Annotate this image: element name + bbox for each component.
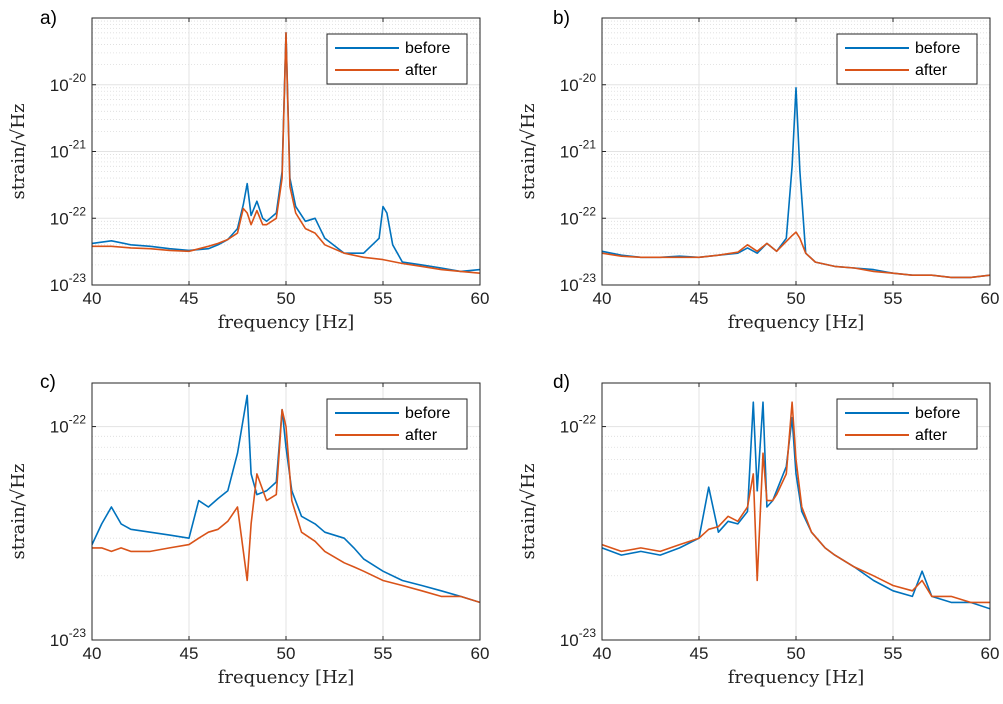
- chart-panel: 40 45 50 55 60 10-23 10-22 10-21 10-20 frequency …: [8, 8, 489, 333]
- x-axis-title: frequency [Hz]: [218, 312, 354, 333]
- x-tick-label: 60: [981, 289, 1000, 308]
- y-axis-title: strain/√Hz: [518, 104, 539, 200]
- x-tick-label: 40: [593, 289, 612, 308]
- x-tick-label: 60: [471, 289, 490, 308]
- chart-panel: 40 45 50 55 60 10-23 10-22 frequency [Hz] strain…: [518, 372, 999, 688]
- y-tick-label: 10-21: [50, 138, 87, 162]
- series-line-after: [92, 31, 480, 274]
- legend-label-after: after: [915, 427, 948, 444]
- x-tick-label: 50: [277, 644, 296, 663]
- legend-label-after: after: [405, 62, 438, 79]
- x-tick-label: 55: [884, 644, 903, 663]
- y-tick-label: 10-20: [50, 71, 87, 95]
- y-tick-label: 10-21: [560, 138, 597, 162]
- x-tick-label: 45: [180, 289, 199, 308]
- series-line-after: [602, 231, 990, 279]
- legend: before after: [836, 33, 978, 85]
- x-axis-title: frequency [Hz]: [728, 667, 864, 688]
- series-line-after: [602, 401, 990, 604]
- x-tick-label: 60: [981, 644, 1000, 663]
- x-tick-label: 55: [884, 289, 903, 308]
- x-axis-title: frequency [Hz]: [218, 667, 354, 688]
- x-axis-title: frequency [Hz]: [728, 312, 864, 333]
- legend-label-after: after: [405, 427, 438, 444]
- y-tick-label: 10-23: [560, 271, 597, 295]
- legend-label-after: after: [915, 62, 948, 79]
- x-tick-label: 50: [277, 289, 296, 308]
- legend-box: [836, 33, 978, 85]
- y-axis-title: strain/√Hz: [8, 464, 29, 560]
- series-line-before: [602, 401, 990, 610]
- chart-panel: 40 45 50 55 60 10-23 10-22 frequency [Hz] strain…: [8, 372, 489, 688]
- x-tick-label: 60: [471, 644, 490, 663]
- y-tick-label: 10-22: [50, 413, 87, 437]
- x-tick-label: 45: [690, 644, 709, 663]
- x-tick-label: 55: [374, 289, 393, 308]
- x-tick-label: 45: [180, 644, 199, 663]
- y-tick-label: 10-22: [560, 204, 597, 228]
- legend: before after: [326, 33, 468, 85]
- legend-label-before: before: [915, 405, 960, 422]
- legend-label-before: before: [915, 40, 960, 57]
- series-line-before: [92, 394, 480, 604]
- chart-panel: 40 45 50 55 60 10-23 10-22 10-21 10-20 frequency …: [518, 8, 999, 333]
- x-tick-label: 40: [593, 644, 612, 663]
- y-tick-label: 10-22: [560, 413, 597, 437]
- y-tick-label: 10-22: [50, 204, 87, 228]
- y-axis-title: strain/√Hz: [518, 464, 539, 560]
- legend-box: [326, 398, 468, 450]
- legend-label-before: before: [405, 405, 450, 422]
- legend: before after: [836, 398, 978, 450]
- series-line-after: [92, 408, 480, 604]
- panel-label: b): [553, 8, 570, 29]
- x-tick-label: 50: [787, 644, 806, 663]
- y-axis-title: strain/√Hz: [8, 104, 29, 200]
- x-tick-label: 40: [83, 644, 102, 663]
- x-tick-label: 40: [83, 289, 102, 308]
- x-tick-label: 45: [690, 289, 709, 308]
- legend: before after: [326, 398, 468, 450]
- y-tick-label: 10-23: [50, 271, 87, 295]
- legend-box: [326, 33, 468, 85]
- x-tick-label: 55: [374, 644, 393, 663]
- panel-label: d): [553, 372, 570, 393]
- legend-label-before: before: [405, 40, 450, 57]
- y-tick-label: 10-23: [50, 626, 87, 650]
- y-tick-label: 10-23: [560, 626, 597, 650]
- panel-label: c): [40, 372, 56, 393]
- panel-label: a): [40, 8, 57, 29]
- legend-box: [836, 398, 978, 450]
- x-tick-label: 50: [787, 289, 806, 308]
- y-tick-label: 10-20: [560, 71, 597, 95]
